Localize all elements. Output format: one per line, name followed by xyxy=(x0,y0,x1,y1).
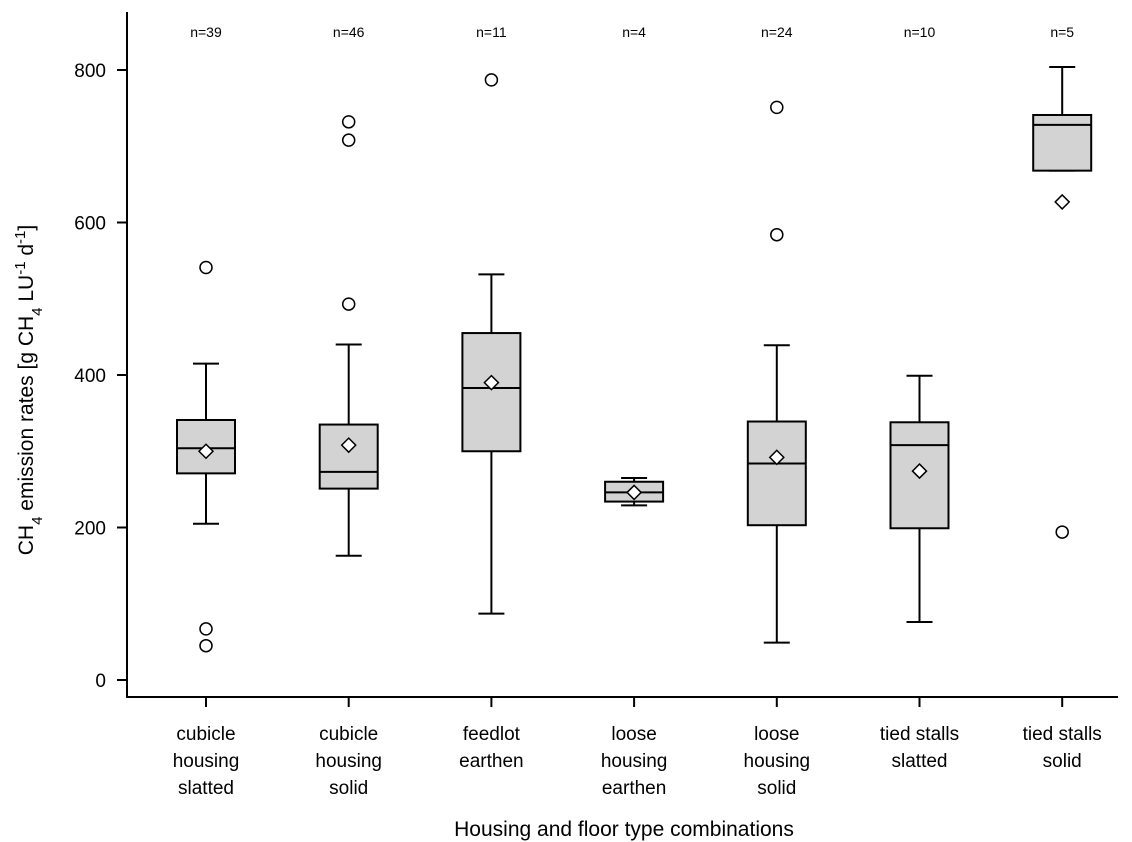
box-group xyxy=(1032,65,1093,707)
category-label-line: tied stalls xyxy=(1023,724,1102,745)
category-label-line: solid xyxy=(329,778,368,799)
mean-marker xyxy=(1054,193,1071,210)
outlier-point xyxy=(199,260,213,275)
mean-marker xyxy=(483,374,500,391)
outlier-point xyxy=(484,73,499,87)
sample-size-labels: n=39 n=46 n=11 n=4 n=24 n=10 n=5 xyxy=(190,24,1074,40)
box-group xyxy=(176,260,236,707)
category-label-line: solid xyxy=(1043,751,1082,772)
box-group xyxy=(461,73,522,707)
y-tick-label: 0 xyxy=(95,671,106,692)
category-labels: cubicle housing slatted cubicle housing solid… xyxy=(173,724,1102,799)
outlier-point xyxy=(341,115,356,129)
category-label: cubicle housing slatted xyxy=(173,724,240,799)
box-group xyxy=(604,476,665,707)
category-label-line: slatted xyxy=(178,778,234,799)
category-label: feedlot earthen xyxy=(459,724,523,772)
mean-marker xyxy=(340,437,357,454)
box-group xyxy=(746,100,807,707)
category-label-line: cubicle xyxy=(319,724,378,745)
mean-marker xyxy=(911,463,928,480)
y-axis-ticks: 0 200 400 600 800 xyxy=(74,61,127,692)
sample-size-label: n=11 xyxy=(476,24,507,40)
box-iqr xyxy=(1032,113,1093,172)
category-label-line: housing xyxy=(601,751,668,772)
box-iqr xyxy=(461,332,522,453)
sample-size-label: n=5 xyxy=(1050,24,1074,40)
y-tick-label: 800 xyxy=(74,61,106,82)
box-iqr xyxy=(746,420,807,527)
y-tick-label: 200 xyxy=(74,519,106,540)
mean-marker xyxy=(626,484,643,501)
mean-marker xyxy=(197,443,215,460)
sample-size-label: n=24 xyxy=(761,24,793,40)
x-axis-title: Housing and floor type combinations xyxy=(454,818,794,841)
category-label-line: loose xyxy=(611,724,656,745)
outlier-point xyxy=(199,638,213,653)
category-label: loose housing earthen xyxy=(601,724,668,799)
category-label-line: housing xyxy=(173,751,240,772)
sample-size-label: n=46 xyxy=(333,24,365,40)
box-series xyxy=(176,65,1093,707)
category-label-line: earthen xyxy=(602,778,666,799)
sample-size-label: n=4 xyxy=(622,24,646,40)
category-label-line: earthen xyxy=(459,751,523,772)
y-tick-label: 400 xyxy=(74,366,106,387)
outlier-point xyxy=(1055,525,1069,539)
category-label-line: slatted xyxy=(892,751,948,772)
outlier-point xyxy=(770,227,784,242)
category-label-line: cubicle xyxy=(176,724,235,745)
outlier-point xyxy=(341,133,356,147)
mean-marker xyxy=(768,449,785,466)
category-label-line: housing xyxy=(744,751,811,772)
category-label-line: tied stalls xyxy=(880,724,959,745)
category-label: tied stalls solid xyxy=(1023,724,1102,772)
category-label: loose housing solid xyxy=(744,724,811,799)
outlier-point xyxy=(341,297,356,311)
outlier-point xyxy=(770,100,784,115)
category-label-line: feedlot xyxy=(463,724,521,745)
category-label-line: housing xyxy=(315,751,382,772)
category-label-line: loose xyxy=(754,724,799,745)
outlier-point xyxy=(199,622,213,636)
category-label: tied stalls slatted xyxy=(880,724,959,772)
box-group xyxy=(889,374,950,707)
box-group xyxy=(318,115,379,707)
y-axis-title: CH4 emission rates [g CH4 LU-1 d-1] xyxy=(12,225,46,556)
category-label-line: solid xyxy=(757,778,796,799)
category-label: cubicle housing solid xyxy=(315,724,382,799)
box-iqr xyxy=(318,423,379,490)
y-tick-label: 600 xyxy=(74,214,106,235)
sample-size-label: n=39 xyxy=(190,24,222,40)
sample-size-label: n=10 xyxy=(904,24,936,40)
